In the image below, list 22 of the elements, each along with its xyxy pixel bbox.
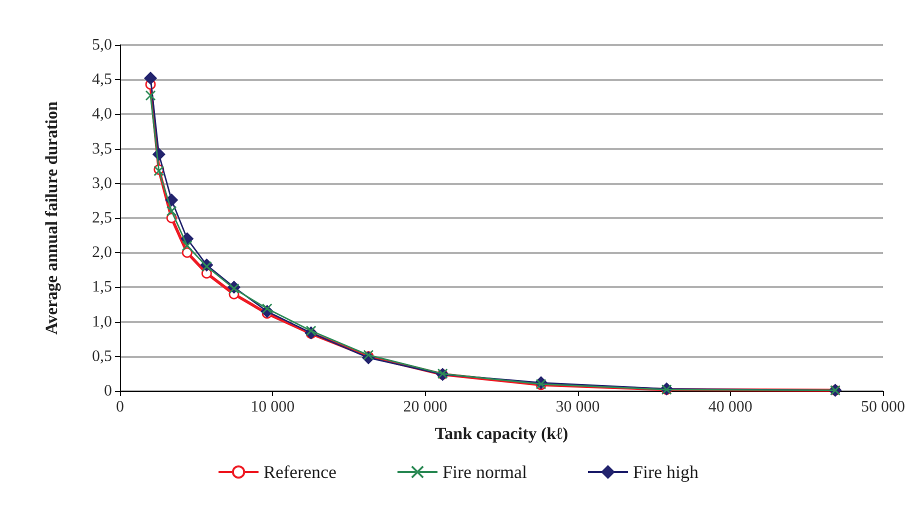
y-tick-label: 1,5: [92, 278, 112, 296]
x-tick-label: 20 000: [403, 398, 448, 416]
y-tick-label: 3,5: [92, 140, 112, 158]
legend-label: Reference: [264, 462, 336, 482]
y-tick-label: 1,0: [92, 313, 112, 330]
x-axis-title: Tank capacity (kℓ): [434, 424, 568, 443]
x-tick-label: 30 000: [556, 398, 600, 416]
legend-label: Fire normal: [442, 462, 527, 482]
y-tick-label: 5,0: [92, 36, 112, 54]
y-tick-label: 0,5: [92, 348, 112, 365]
x-tick-label: 40 000: [708, 398, 752, 416]
x-tick-label: 0: [116, 398, 124, 416]
y-axis-title: Average annual failure duration: [42, 100, 61, 335]
x-tick-label: 50 000: [861, 398, 905, 416]
y-tick-label: 2,5: [92, 210, 112, 226]
x-tick-label: 10 000: [250, 398, 295, 416]
y-tick-label: 2,0: [92, 244, 112, 262]
y-tick-label: 4,0: [92, 106, 112, 123]
y-tick-label: 4,5: [92, 71, 112, 88]
y-tick-label: 3,0: [92, 174, 112, 192]
y-tick-label: 0: [104, 382, 112, 400]
legend-label: Fire high: [632, 462, 698, 482]
